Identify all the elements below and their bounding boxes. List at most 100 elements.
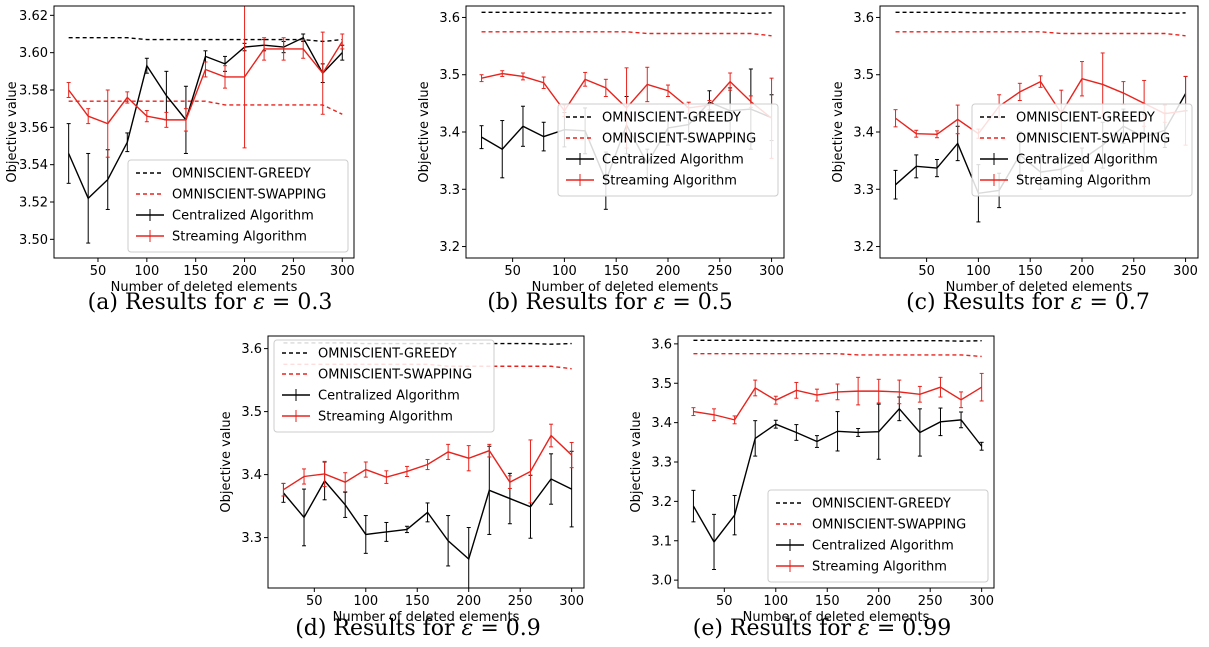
y-tick-label: 3.52 [19,196,48,211]
legend-box [767,489,989,583]
legend-box [557,103,779,197]
x-tick-label: 300 [759,264,784,279]
caption-text: Results for [942,290,1064,315]
y-tick-label: 3.1 [651,534,672,549]
caption-e: (e) Results for ε = 0.99 [672,616,972,641]
caption-d: (d) Results for ε = 0.9 [278,616,558,641]
y-axis-label: Objective value [5,81,20,182]
streaming-algorithm-line [693,386,983,421]
chart-svg: 50 100 150 200 250 300 3.2 3.3 3.4 3.5 3.6 Number o… [831,5,1199,295]
y-tick-label: 3.58 [19,84,48,99]
x-tick-label: 100 [763,594,788,609]
y-tick-label: 3.3 [439,183,460,198]
caption-b: (b) Results for ε = 0.5 [470,290,750,315]
epsilon-symbol: ε [461,616,474,641]
series-group [66,6,345,244]
omniscient-greedy-line [283,342,572,345]
x-tick-label: 100 [966,264,991,279]
x-tick-label: 100 [552,264,577,279]
legend: OMNISCIENT-GREEDY OMNISCIENT-SWAPPING Cent… [767,489,989,583]
caption-epsilon-value: 0.99 [902,616,952,641]
epsilon-symbol: ε [1070,290,1083,315]
legend-box [127,159,349,253]
caption-epsilon-value: 0.3 [297,290,333,315]
legend-label: OMNISCIENT-SWAPPING [318,368,472,383]
x-tick-label: 250 [508,594,533,609]
legend: OMNISCIENT-GREEDY OMNISCIENT-SWAPPING Cent… [557,103,779,197]
x-tick-label: 300 [559,594,584,609]
equals-sign: = [876,616,896,641]
y-axis-label: Objective value [831,81,846,182]
equals-sign: = [1089,290,1108,315]
legend-label: Centralized Algorithm [602,153,744,168]
legend-label: OMNISCIENT-SWAPPING [602,132,756,147]
chart-panel-a: 50 100 150 200 250 300 3.50 3.52 3.54 3.56 3.58 3.6… [0,0,360,295]
y-axis-label: Objective value [629,411,644,512]
chart-svg: 50 100 150 200 250 300 3.50 3.52 3.54 3.56 3.58 3.6… [5,5,355,295]
legend-label: Streaming Algorithm [172,230,307,245]
equals-sign: = [672,290,691,315]
y-axis-label: Objective value [417,81,432,182]
y-tick-label: 3.5 [853,68,874,83]
caption-a: (a) Results for ε = 0.3 [70,290,350,315]
chart-panel-d: 50 100 150 200 250 300 3.3 3.4 3.5 3.6 Number of d… [212,330,592,625]
x-tick-label: 200 [456,594,481,609]
x-tick-label: 250 [1121,264,1146,279]
series-group [281,342,574,588]
y-tick-label: 3.2 [651,495,672,510]
caption-letter: (a) [87,290,118,315]
x-tick-label: 200 [656,264,681,279]
x-tick-label: 150 [183,264,208,279]
x-axis-label: Number of deleted elements [333,610,520,625]
y-tick-label: 3.2 [853,240,874,255]
x-tick-label: 300 [330,264,355,279]
legend-label: OMNISCIENT-GREEDY [602,111,741,126]
x-axis-label: Number of deleted elements [946,280,1133,295]
y-tick-label: 3.4 [651,416,672,431]
legend: OMNISCIENT-GREEDY OMNISCIENT-SWAPPING Cent… [273,339,495,433]
legend-label: Streaming Algorithm [812,560,947,575]
x-tick-label: 250 [918,594,943,609]
y-tick-label: 3.62 [19,9,48,24]
centralized-algorithm-line [68,36,343,200]
x-tick-label: 250 [707,264,732,279]
x-tick-label: 50 [504,264,521,279]
legend-label: OMNISCIENT-GREEDY [318,347,457,362]
y-tick-label: 3.0 [651,574,672,589]
legend-label: Streaming Algorithm [602,174,737,189]
x-tick-label: 150 [1018,264,1043,279]
caption-letter: (c) [906,290,936,315]
streaming-algorithm-line [283,434,573,491]
chart-svg: 50 100 150 200 250 300 3.3 3.4 3.5 3.6 Number of d… [219,335,585,625]
plot-frame [267,335,585,589]
equals-sign: = [271,290,291,315]
omniscient-swapping-line [68,100,343,115]
legend-label: Centralized Algorithm [1016,153,1158,168]
y-tick-label: 3.6 [853,11,874,26]
omniscient-greedy-line [693,339,982,342]
x-axis-label: Number of deleted elements [743,610,930,625]
x-tick-label: 150 [405,594,430,609]
y-tick-label: 3.4 [853,126,874,141]
x-tick-label: 50 [716,594,733,609]
legend-label: Streaming Algorithm [1016,174,1151,189]
chart-panel-b: 50 100 150 200 250 300 3.2 3.3 3.4 3.5 3.6 Number o… [412,0,792,295]
caption-c: (c) Results for ε = 0.7 [888,290,1168,315]
streaming-algorithm-line [68,41,343,125]
legend-label: OMNISCIENT-GREEDY [1016,111,1155,126]
caption-letter: (b) [487,290,519,315]
equals-sign: = [480,616,499,641]
y-tick-label: 3.3 [651,456,672,471]
streaming-algorithm-line [895,77,1186,135]
legend-label: OMNISCIENT-GREEDY [812,497,951,512]
centralized-algorithm-line [282,478,572,561]
x-tick-label: 50 [918,264,935,279]
y-tick-label: 3.6 [439,11,460,26]
omniscient-swapping-line [693,353,982,358]
y-tick-label: 3.3 [241,531,262,546]
caption-letter: (d) [295,616,327,641]
y-tick-label: 3.5 [651,377,672,392]
legend: OMNISCIENT-GREEDY OMNISCIENT-SWAPPING Cent… [971,103,1193,197]
chart-panel-c: 50 100 150 200 250 300 3.2 3.3 3.4 3.5 3.6 Number o… [826,0,1206,295]
omniscient-greedy-line [481,11,772,15]
